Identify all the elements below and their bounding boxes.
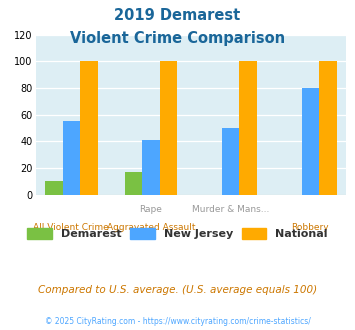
- Text: Murder & Mans...: Murder & Mans...: [192, 205, 269, 214]
- Text: © 2025 CityRating.com - https://www.cityrating.com/crime-statistics/: © 2025 CityRating.com - https://www.city…: [45, 317, 310, 326]
- Text: Aggravated Assault: Aggravated Assault: [107, 223, 195, 232]
- Bar: [301, 88, 319, 195]
- Bar: [160, 61, 177, 195]
- Bar: [222, 128, 239, 195]
- Text: Robbery: Robbery: [291, 223, 329, 232]
- Text: All Violent Crime: All Violent Crime: [33, 223, 109, 232]
- Text: Compared to U.S. average. (U.S. average equals 100): Compared to U.S. average. (U.S. average …: [38, 285, 317, 295]
- Text: Rape: Rape: [140, 205, 163, 214]
- Bar: [125, 172, 142, 195]
- Bar: [239, 61, 257, 195]
- Bar: [45, 182, 62, 195]
- Bar: [80, 61, 98, 195]
- Bar: [319, 61, 337, 195]
- Bar: [142, 140, 160, 195]
- Text: 2019 Demarest: 2019 Demarest: [114, 8, 241, 23]
- Bar: [62, 121, 80, 195]
- Text: Violent Crime Comparison: Violent Crime Comparison: [70, 31, 285, 46]
- Legend: Demarest, New Jersey, National: Demarest, New Jersey, National: [23, 224, 332, 244]
